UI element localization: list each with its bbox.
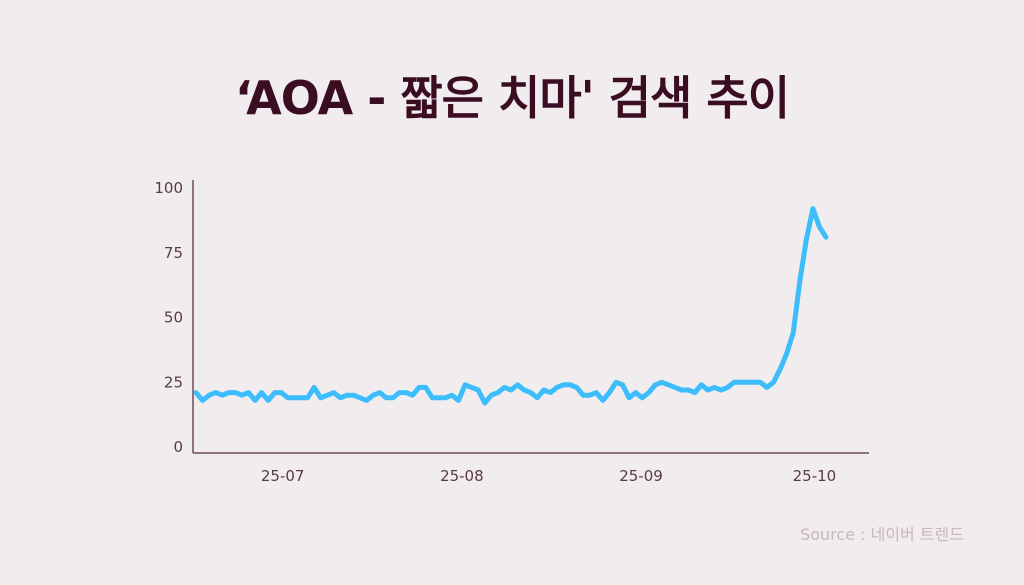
y-tick-label: 0 (173, 438, 183, 456)
x-tick-label: 25-09 (619, 467, 663, 485)
x-tick-label: 25-10 (793, 467, 837, 485)
source-caption: Source : 네이버 트렌드 (800, 525, 964, 544)
x-tick-label: 25-07 (261, 467, 305, 485)
x-tick-label: 25-08 (440, 467, 484, 485)
series-line (193, 206, 829, 406)
y-tick-label: 75 (164, 244, 183, 262)
y-axis-ticks: 0 25 50 75 100 (154, 179, 183, 456)
x-axis-ticks: 25-07 25-08 25-09 25-10 (261, 467, 836, 485)
y-tick-label: 25 (164, 373, 183, 391)
chart-title: ‘AOA - 짧은 치마' 검색 추이 (234, 71, 790, 125)
y-tick-label: 100 (154, 179, 183, 197)
y-tick-label: 50 (164, 309, 183, 327)
